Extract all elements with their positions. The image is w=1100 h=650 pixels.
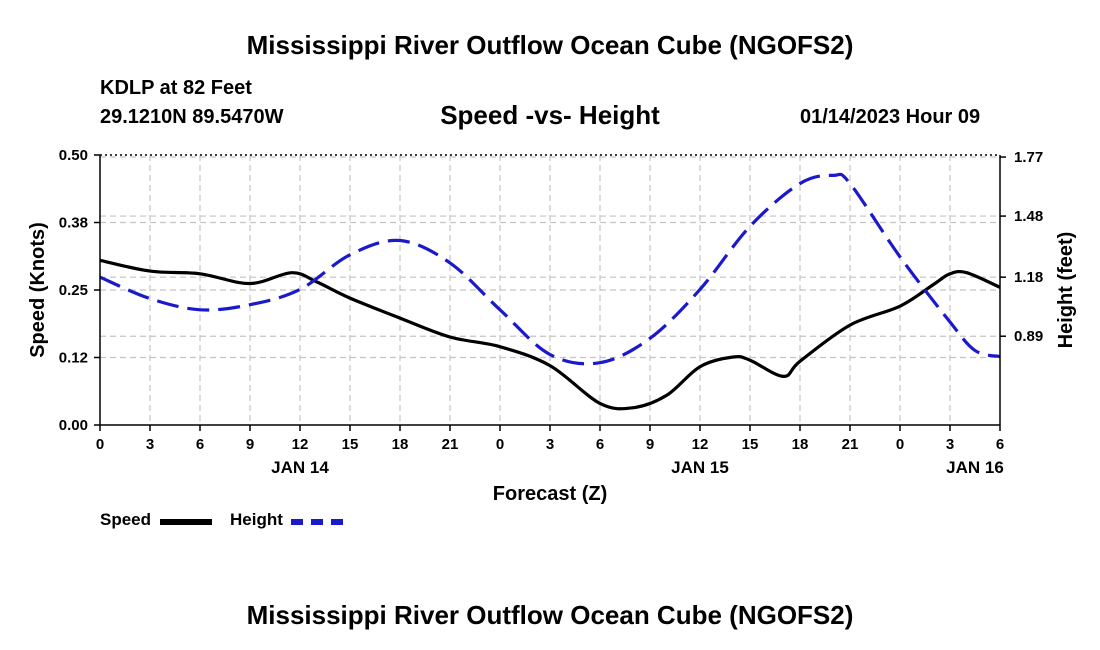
- x-date-label: JAN 15: [671, 458, 729, 477]
- series-lines: [99, 172, 1001, 411]
- y2-tick-label: 1.48: [1014, 208, 1043, 225]
- y-tick-label: 0.12: [59, 350, 88, 367]
- main-title: Mississippi River Outflow Ocean Cube (NG…: [246, 30, 854, 60]
- y2-tick-label: 1.77: [1014, 149, 1043, 166]
- y-tick-label: 0.38: [59, 215, 88, 232]
- y-axis-title: Speed (Knots): [27, 222, 49, 358]
- grid: [100, 155, 1000, 425]
- x-tick-label: 18: [392, 436, 409, 453]
- legend-height-swatch: [291, 519, 343, 525]
- x-tick-label: 3: [546, 436, 554, 453]
- x-tick-label: 12: [292, 436, 309, 453]
- x-date-label: JAN 14: [271, 458, 329, 477]
- x-tick-label: 6: [196, 436, 204, 453]
- legend-speed-label: Speed: [100, 510, 152, 529]
- x-tick-label: 9: [646, 436, 654, 453]
- x-date-label: JAN 16: [946, 458, 1004, 477]
- x-axis-title: Forecast (Z): [493, 483, 607, 505]
- bottom-title: Mississippi River Outflow Ocean Cube (NG…: [246, 600, 854, 630]
- x-tick-label: 15: [342, 436, 359, 453]
- x-tick-label: 18: [792, 436, 809, 453]
- axis-labels: 0 3 6 9 12 15 18 21 0 3 6 9 12 15 18 21 0 3 6 JAN 14 JAN 15 J…: [27, 147, 1077, 505]
- axes: [94, 154, 1006, 431]
- x-tick-label: 9: [246, 436, 254, 453]
- x-tick-label: 6: [596, 436, 604, 453]
- chart-subtitle: Speed -vs- Height: [440, 100, 660, 130]
- x-tick-label: 21: [442, 436, 459, 453]
- legend-speed-swatch: [160, 519, 212, 525]
- y-tick-label: 0.25: [59, 282, 88, 299]
- legend-height-label: Height: [230, 510, 283, 529]
- series-line-speed: [99, 258, 1001, 411]
- series-line-height: [99, 172, 1001, 366]
- x-tick-label: 0: [896, 436, 904, 453]
- x-tick-label: 12: [692, 436, 709, 453]
- x-tick-label: 3: [946, 436, 954, 453]
- x-tick-label: 3: [146, 436, 154, 453]
- y-tick-label: 0.00: [59, 417, 88, 434]
- x-tick-label: 0: [496, 436, 504, 453]
- forecast-datetime: 01/14/2023 Hour 09: [800, 106, 981, 128]
- x-tick-label: 21: [842, 436, 859, 453]
- x-tick-label: 0: [96, 436, 104, 453]
- y-tick-label: 0.50: [59, 147, 88, 164]
- y2-tick-label: 0.89: [1014, 328, 1043, 345]
- y2-axis-title: Height (feet): [1055, 232, 1077, 349]
- x-tick-label: 15: [742, 436, 759, 453]
- x-tick-label: 6: [996, 436, 1004, 453]
- y2-tick-label: 1.18: [1014, 269, 1043, 286]
- station-name: KDLP at 82 Feet: [100, 77, 252, 99]
- station-coordinates: 29.1210N 89.5470W: [100, 106, 284, 128]
